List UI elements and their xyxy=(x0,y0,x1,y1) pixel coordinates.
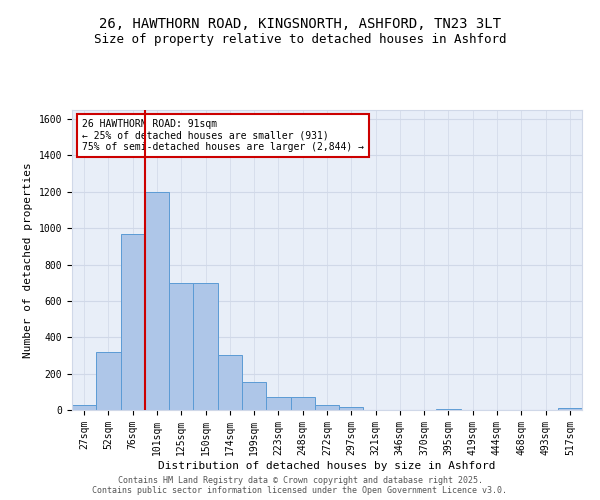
Text: 26 HAWTHORN ROAD: 91sqm
← 25% of detached houses are smaller (931)
75% of semi-d: 26 HAWTHORN ROAD: 91sqm ← 25% of detache… xyxy=(82,119,364,152)
Bar xyxy=(193,282,218,410)
Bar xyxy=(242,382,266,410)
Bar xyxy=(145,192,169,410)
Bar xyxy=(558,408,582,410)
Bar xyxy=(290,398,315,410)
Bar xyxy=(315,406,339,410)
Text: Contains HM Land Registry data © Crown copyright and database right 2025.
Contai: Contains HM Land Registry data © Crown c… xyxy=(92,476,508,495)
Bar xyxy=(121,234,145,410)
Bar xyxy=(339,408,364,410)
Bar xyxy=(96,352,121,410)
X-axis label: Distribution of detached houses by size in Ashford: Distribution of detached houses by size … xyxy=(158,460,496,470)
Bar xyxy=(218,356,242,410)
Bar xyxy=(436,409,461,410)
Bar xyxy=(169,282,193,410)
Bar xyxy=(72,406,96,410)
Y-axis label: Number of detached properties: Number of detached properties xyxy=(23,162,33,358)
Text: Size of property relative to detached houses in Ashford: Size of property relative to detached ho… xyxy=(94,32,506,46)
Bar xyxy=(266,398,290,410)
Text: 26, HAWTHORN ROAD, KINGSNORTH, ASHFORD, TN23 3LT: 26, HAWTHORN ROAD, KINGSNORTH, ASHFORD, … xyxy=(99,18,501,32)
